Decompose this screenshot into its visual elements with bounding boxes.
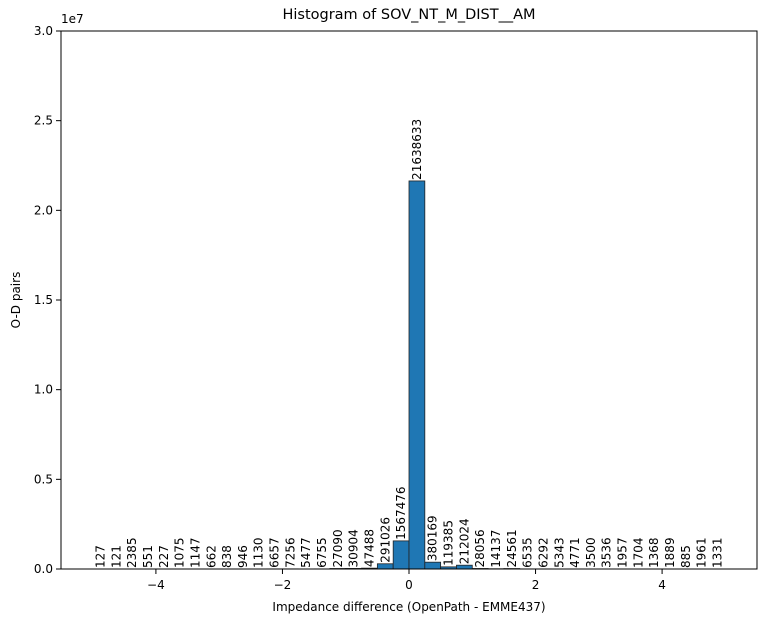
bars-group [92,180,726,570]
y-tick-label: 2.5 [34,114,53,128]
bar-value-label: 14137 [489,530,503,568]
bar-value-label: 1331 [710,537,724,568]
histogram-bar [456,564,473,570]
bar-value-label: 4771 [568,537,582,568]
bar-value-label: 21638633 [410,119,424,180]
histogram-bar [392,540,410,570]
bar-value-label: 380169 [426,515,440,561]
bar-value-label: 1889 [663,537,677,568]
bar-value-label: 1130 [252,537,266,568]
bar-value-label: 6657 [268,537,282,568]
bar-value-label: 1075 [173,537,187,568]
bar-value-label: 27090 [331,529,345,567]
bar-value-label: 1961 [695,537,709,568]
bar-value-label: 1567476 [394,486,408,539]
x-tick-label: 4 [658,578,666,592]
x-tick-label: −4 [147,578,165,592]
x-tick-label: −2 [274,578,292,592]
y-tick-label: 3.0 [34,24,53,38]
y-offset-label: 1e7 [61,12,84,26]
y-tick-label: 0.5 [34,472,53,486]
bar-value-label: 6755 [315,537,329,568]
bar-value-label: 551 [141,545,155,568]
bar-value-label: 30904 [347,529,361,567]
bar-value-label: 212024 [457,518,471,564]
chart-title: Histogram of SOV_NT_M_DIST__AM [282,7,535,23]
bar-value-label: 6535 [521,537,535,568]
bar-value-label: 291026 [378,517,392,563]
bar-value-label: 662 [204,545,218,568]
bar-value-label: 28056 [473,529,487,567]
y-tick-label: 1.0 [34,383,53,397]
x-axis-label: Impedance difference (OpenPath - EMME437… [272,600,545,614]
y-axis-ticks: 0.0 0.5 1.0 1.5 2.0 2.5 3.0 [34,24,61,576]
bar-value-label: 1368 [647,537,661,568]
bar-value-label: 5477 [299,537,313,568]
bar-value-label: 127 [94,545,108,568]
bar-value-label: 946 [236,545,250,568]
bar-value-label: 5343 [552,537,566,568]
bar-value-label: 3500 [584,537,598,568]
y-tick-label: 1.5 [34,293,53,307]
x-axis-ticks: −4 −2 0 2 4 [147,569,666,592]
y-tick-label: 2.0 [34,203,53,217]
bar-value-label: 119385 [442,520,456,566]
y-axis-label: O-D pairs [9,272,23,329]
bar-value-label: 24561 [505,529,519,567]
bar-value-label: 1704 [631,537,645,568]
bar-value-label: 7256 [283,537,297,568]
histogram-bar [424,561,442,570]
bar-value-label: 1957 [616,537,630,568]
bar-value-label: 227 [157,545,171,568]
bar-labels-group: 127 121 2385 551 227 1075 1147 662 838 946 1130 665… [94,119,725,568]
bar-value-label: 121 [109,545,123,568]
histogram-bar [408,180,426,570]
bar-value-label: 1147 [188,537,202,568]
x-tick-label: 2 [532,578,540,592]
y-tick-label: 0.0 [34,562,53,576]
bar-value-label: 6292 [536,537,550,568]
bar-value-label: 838 [220,545,234,568]
bar-value-label: 47488 [362,529,376,567]
bar-value-label: 885 [679,545,693,568]
x-tick-label: 0 [405,578,413,592]
histogram-bar [376,563,394,570]
bar-value-label: 3536 [600,537,614,568]
bar-value-label: 2385 [125,537,139,568]
